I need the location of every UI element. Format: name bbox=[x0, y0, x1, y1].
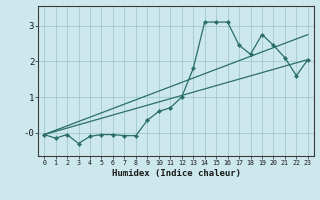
X-axis label: Humidex (Indice chaleur): Humidex (Indice chaleur) bbox=[111, 169, 241, 178]
